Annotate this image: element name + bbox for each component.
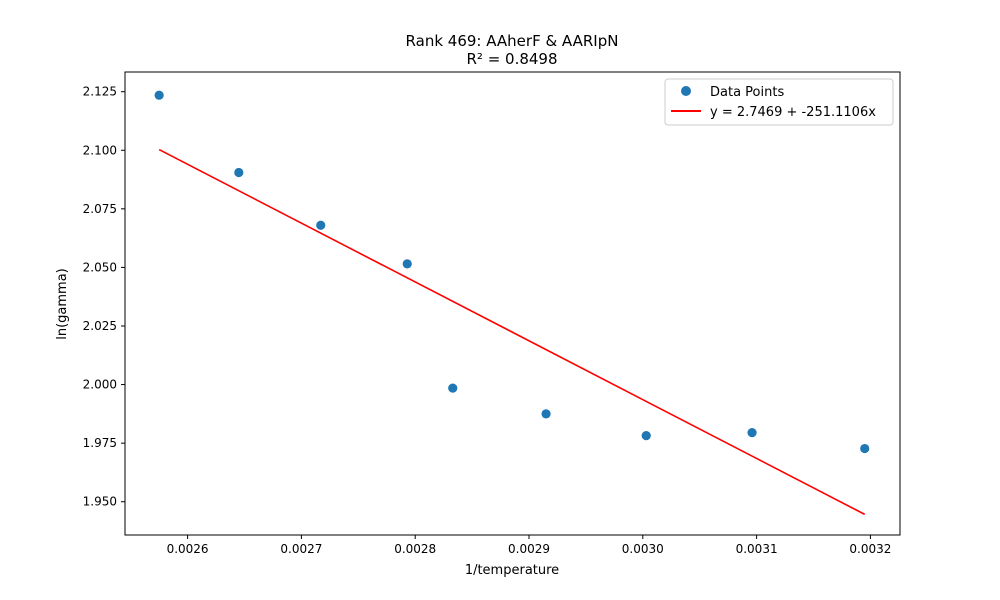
data-point — [448, 383, 458, 393]
data-point — [541, 409, 551, 419]
legend: Data Points y = 2.7469 + -251.1106x — [664, 78, 894, 126]
data-point — [154, 90, 164, 100]
chart-subtitle: R² = 0.8498 — [466, 50, 557, 68]
data-point — [641, 431, 651, 441]
x-tick-label: 0.0030 — [622, 542, 664, 556]
plot-area — [154, 90, 870, 516]
y-tick-label: 2.050 — [83, 260, 117, 274]
data-point — [747, 428, 757, 438]
legend-marker-data-points — [681, 86, 691, 96]
y-tick-label: 2.125 — [83, 85, 117, 99]
legend-label-data-points: Data Points — [710, 85, 784, 100]
data-point — [316, 220, 326, 230]
legend-label-fit-line: y = 2.7469 + -251.1106x — [710, 105, 876, 120]
y-tick-label: 2.000 — [83, 378, 117, 392]
y-axis: 1.950 1.975 2.000 2.025 2.050 2.075 2.100 2.125 — [83, 85, 125, 509]
data-point — [402, 259, 412, 269]
fit-line — [158, 148, 866, 516]
y-tick-label: 1.975 — [83, 436, 117, 450]
x-tick-label: 0.0031 — [736, 542, 778, 556]
legend-box — [664, 78, 894, 126]
chart-title: Rank 469: AAherF & AARIpN — [406, 32, 619, 50]
x-tick-label: 0.0027 — [280, 542, 322, 556]
x-tick-label: 0.0032 — [849, 542, 891, 556]
x-axis: 0.0026 0.0027 0.0028 0.0029 0.0030 0.0031 0.00… — [167, 535, 891, 556]
y-tick-label: 2.025 — [83, 319, 117, 333]
y-tick-label: 1.950 — [83, 495, 117, 509]
x-axis-label: 1/temperature — [465, 563, 559, 578]
data-point — [860, 443, 870, 454]
y-tick-label: 2.100 — [83, 143, 117, 157]
x-tick-label: 0.0026 — [167, 542, 209, 556]
y-axis-label: ln(gamma) — [55, 268, 70, 340]
plot-frame — [124, 71, 901, 536]
y-tick-label: 2.075 — [83, 202, 117, 216]
x-tick-label: 0.0029 — [508, 542, 550, 556]
data-point — [234, 167, 244, 178]
x-tick-label: 0.0028 — [394, 542, 436, 556]
